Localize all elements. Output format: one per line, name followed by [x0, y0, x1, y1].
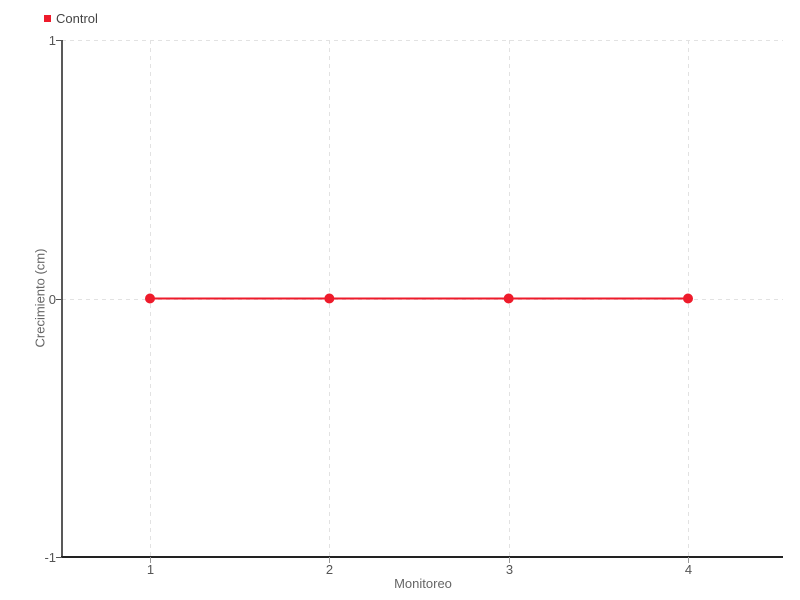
x-tick-label: 4 [685, 562, 692, 577]
x-tick-label: 2 [326, 562, 333, 577]
legend-item-control[interactable]: Control [44, 11, 98, 26]
x-axis-title: Monitoreo [394, 576, 452, 591]
legend: Control [44, 11, 98, 26]
x-tick-label: 1 [147, 562, 154, 577]
data-point[interactable] [503, 293, 514, 304]
legend-label: Control [56, 11, 98, 26]
data-point[interactable] [145, 293, 155, 304]
data-point[interactable] [683, 293, 693, 304]
data-point[interactable] [324, 293, 335, 304]
y-tick-label: 0 [49, 292, 56, 307]
x-tick-label: 3 [506, 562, 513, 577]
y-tick-label: -1 [44, 550, 56, 565]
y-tick-label: 1 [49, 33, 56, 48]
y-axis-title: Crecimiento (cm) [32, 248, 48, 348]
legend-marker-icon [44, 15, 51, 22]
